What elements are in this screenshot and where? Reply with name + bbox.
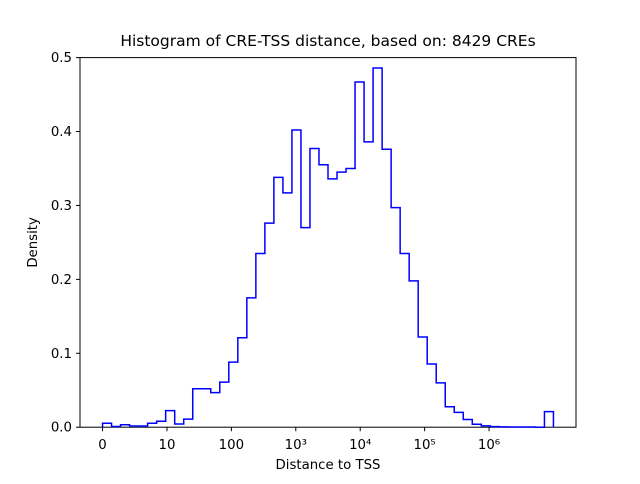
y-tick-label: 0.4 [51,125,72,140]
histogram-step-line [101,67,555,428]
y-tick-label: 0.5 [51,51,72,66]
y-tick-label: 0.2 [51,273,72,288]
x-tick-label: 10⁶ [478,438,500,453]
x-tick-label: 0 [98,438,106,453]
x-axis: 0 10 100 10³ 10⁴ 10⁵ 10⁶ [98,427,500,453]
y-axis-label: Density [26,217,41,268]
x-tick-label: 10⁵ [413,438,435,453]
x-tick-label: 10⁴ [349,438,371,453]
y-tick-label: 0.1 [51,347,72,362]
y-tick-label: 0.0 [51,421,72,436]
y-axis: 0.0 0.1 0.2 0.3 0.4 0.5 [51,51,80,436]
x-axis-label: Distance to TSS [276,458,381,473]
chart-title: Histogram of CRE-TSS distance, based on:… [120,32,535,50]
x-tick-label: 100 [219,438,244,453]
x-tick-label: 10 [159,438,176,453]
x-tick-label: 10³ [285,438,307,453]
plot-border [79,57,577,428]
y-tick-label: 0.3 [51,199,72,214]
